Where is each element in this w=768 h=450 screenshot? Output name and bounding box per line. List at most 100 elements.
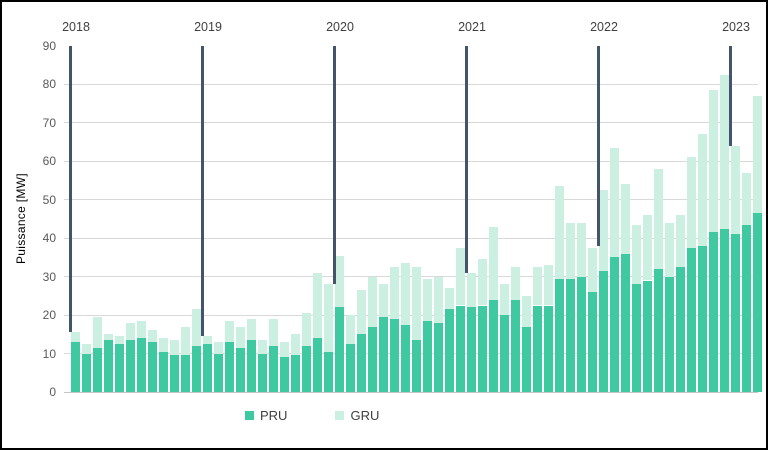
bar-2018-10-PRU[interactable] — [169, 355, 180, 392]
bar-2021-02-PRU[interactable] — [477, 305, 488, 392]
bar-2022-10-PRU[interactable] — [697, 245, 708, 392]
bar-2022-02-GRU[interactable] — [609, 147, 620, 258]
bar-2020-08-PRU[interactable] — [411, 340, 422, 392]
bar-2019-05-GRU[interactable] — [246, 318, 257, 341]
bar-2019-09-PRU[interactable] — [290, 355, 301, 392]
bar-2022-01-PRU[interactable] — [598, 270, 609, 392]
bar-2018-10-GRU[interactable] — [169, 340, 180, 356]
bar-2022-03-PRU[interactable] — [620, 253, 631, 392]
bar-2021-06-PRU[interactable] — [521, 326, 532, 392]
bar-2020-06-PRU[interactable] — [389, 318, 400, 392]
bar-2020-09-GRU[interactable] — [422, 278, 433, 321]
bar-2022-01-GRU[interactable] — [598, 190, 609, 271]
bar-2019-03-GRU[interactable] — [224, 320, 235, 343]
bar-2021-04-GRU[interactable] — [499, 284, 510, 316]
bar-2019-08-PRU[interactable] — [279, 357, 290, 392]
bar-2021-09-PRU[interactable] — [554, 278, 565, 392]
bar-2018-06-PRU[interactable] — [125, 340, 136, 392]
bar-2022-08-PRU[interactable] — [675, 267, 686, 392]
bar-2018-03-GRU[interactable] — [92, 317, 103, 348]
bar-2018-02-PRU[interactable] — [81, 353, 92, 392]
bar-2019-11-PRU[interactable] — [312, 338, 323, 392]
bar-2020-07-GRU[interactable] — [400, 263, 411, 325]
bar-2021-12-GRU[interactable] — [587, 247, 598, 293]
bar-2020-12-GRU[interactable] — [455, 247, 466, 306]
bar-2022-07-PRU[interactable] — [664, 276, 675, 392]
bar-2022-12-GRU[interactable] — [719, 74, 730, 229]
bar-2021-12-PRU[interactable] — [587, 292, 598, 392]
bar-2023-03-GRU[interactable] — [752, 95, 763, 214]
bar-2021-11-GRU[interactable] — [576, 222, 587, 277]
bar-2021-03-GRU[interactable] — [488, 226, 499, 300]
bar-2019-12-GRU[interactable] — [323, 284, 334, 352]
bar-2020-02-PRU[interactable] — [345, 343, 356, 392]
bar-2022-02-PRU[interactable] — [609, 257, 620, 392]
bar-2018-05-PRU[interactable] — [114, 343, 125, 392]
bar-2020-10-GRU[interactable] — [433, 276, 444, 323]
bar-2019-03-PRU[interactable] — [224, 342, 235, 392]
bar-2022-06-PRU[interactable] — [653, 268, 664, 392]
bar-2020-09-PRU[interactable] — [422, 320, 433, 392]
bar-2022-04-GRU[interactable] — [631, 224, 642, 285]
bar-2018-07-PRU[interactable] — [136, 338, 147, 392]
bar-2018-02-GRU[interactable] — [81, 343, 92, 354]
bar-2019-07-GRU[interactable] — [268, 318, 279, 346]
bar-2020-02-GRU[interactable] — [345, 315, 356, 344]
bar-2022-08-GRU[interactable] — [675, 215, 686, 268]
bar-2019-04-GRU[interactable] — [235, 326, 246, 348]
bar-2020-11-PRU[interactable] — [444, 309, 455, 392]
bar-2021-02-GRU[interactable] — [477, 259, 488, 306]
bar-2020-08-GRU[interactable] — [411, 267, 422, 341]
bar-2019-04-PRU[interactable] — [235, 347, 246, 392]
bar-2020-12-PRU[interactable] — [455, 305, 466, 392]
bar-2021-10-PRU[interactable] — [565, 278, 576, 392]
bar-2021-08-GRU[interactable] — [543, 265, 554, 306]
bar-2022-12-PRU[interactable] — [719, 228, 730, 392]
bar-2019-09-GRU[interactable] — [290, 334, 301, 356]
bar-2018-09-PRU[interactable] — [158, 351, 169, 392]
bar-2021-06-GRU[interactable] — [521, 295, 532, 327]
bar-2022-09-PRU[interactable] — [686, 247, 697, 392]
bar-2019-02-PRU[interactable] — [213, 353, 224, 392]
bar-2022-05-GRU[interactable] — [642, 215, 653, 281]
bar-2020-01-GRU[interactable] — [334, 255, 345, 308]
bar-2020-03-PRU[interactable] — [356, 334, 367, 392]
bar-2021-11-PRU[interactable] — [576, 276, 587, 392]
bar-2019-07-PRU[interactable] — [268, 345, 279, 392]
bar-2018-06-GRU[interactable] — [125, 322, 136, 341]
legend-item-GRU[interactable]: GRU — [335, 408, 379, 423]
bar-2019-12-PRU[interactable] — [323, 351, 334, 392]
bar-2018-08-GRU[interactable] — [147, 330, 158, 343]
bar-2022-03-GRU[interactable] — [620, 184, 631, 254]
bar-2020-04-GRU[interactable] — [367, 276, 378, 327]
bar-2022-06-GRU[interactable] — [653, 169, 664, 269]
bar-2019-08-GRU[interactable] — [279, 342, 290, 358]
bar-2022-10-GRU[interactable] — [697, 134, 708, 246]
bar-2018-11-GRU[interactable] — [180, 326, 191, 356]
bar-2021-05-GRU[interactable] — [510, 267, 521, 300]
bar-2019-06-PRU[interactable] — [257, 353, 268, 392]
bar-2018-05-GRU[interactable] — [114, 336, 125, 344]
bar-2019-10-GRU[interactable] — [301, 313, 312, 346]
bar-2020-05-PRU[interactable] — [378, 317, 389, 392]
bar-2021-03-PRU[interactable] — [488, 299, 499, 392]
bar-2020-11-GRU[interactable] — [444, 288, 455, 310]
bar-2021-01-GRU[interactable] — [466, 272, 477, 308]
bar-2021-09-GRU[interactable] — [554, 186, 565, 279]
bar-2020-03-GRU[interactable] — [356, 290, 367, 335]
bar-2019-01-PRU[interactable] — [202, 343, 213, 392]
bar-2021-01-PRU[interactable] — [466, 307, 477, 392]
bar-2022-07-GRU[interactable] — [664, 222, 675, 277]
bar-2018-12-PRU[interactable] — [191, 345, 202, 392]
bar-2018-03-PRU[interactable] — [92, 347, 103, 392]
bar-2021-05-PRU[interactable] — [510, 299, 521, 392]
bar-2018-01-PRU[interactable] — [70, 342, 81, 392]
bar-2022-11-PRU[interactable] — [708, 232, 719, 392]
bar-2019-02-GRU[interactable] — [213, 342, 224, 354]
bar-2018-07-GRU[interactable] — [136, 320, 147, 339]
bar-2020-07-PRU[interactable] — [400, 324, 411, 392]
bar-2022-11-GRU[interactable] — [708, 90, 719, 233]
bar-2018-04-PRU[interactable] — [103, 340, 114, 392]
bar-2018-11-PRU[interactable] — [180, 355, 191, 392]
